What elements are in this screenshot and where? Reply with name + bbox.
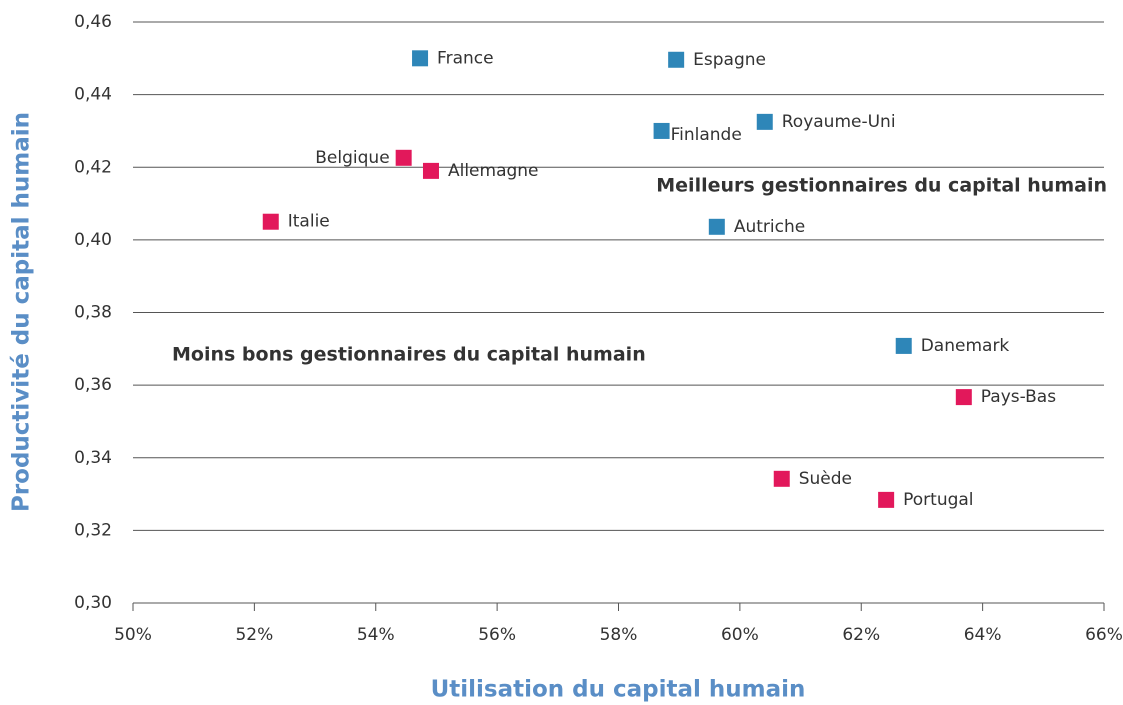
point — [756, 113, 773, 130]
y-tick-label: 0,44 — [74, 85, 112, 105]
x-axis-title: Utilisation du capital humain — [431, 677, 806, 703]
x-tick-label: 62% — [842, 625, 880, 645]
point — [653, 122, 670, 139]
point — [262, 213, 279, 230]
point-label: Portugal — [903, 490, 973, 510]
point-label: Danemark — [921, 336, 1010, 356]
point — [395, 149, 412, 166]
y-tick-label: 0,40 — [74, 230, 112, 250]
point — [878, 491, 895, 508]
x-tick-label: 58% — [600, 625, 638, 645]
point-label: Allemagne — [448, 161, 539, 181]
y-tick-label: 0,46 — [74, 12, 112, 32]
x-tick-label: 60% — [721, 625, 759, 645]
x-tick-label: 56% — [478, 625, 516, 645]
point-label: Espagne — [693, 50, 766, 70]
point — [895, 337, 912, 354]
point-label: Royaume-Uni — [782, 112, 896, 132]
x-tick-label: 50% — [114, 625, 152, 645]
y-axis-title: Productivité du capital humain — [9, 112, 35, 512]
y-tick-label: 0,38 — [74, 303, 112, 323]
annotation: Meilleurs gestionnaires du capital humai… — [656, 175, 1107, 197]
point-label: France — [437, 48, 494, 68]
y-tick-label: 0,34 — [74, 448, 112, 468]
x-tick-label: 66% — [1085, 625, 1123, 645]
point — [668, 51, 685, 68]
point — [955, 389, 972, 406]
point — [708, 218, 725, 235]
point-label: Belgique — [315, 148, 389, 168]
point-label: Autriche — [734, 217, 805, 237]
point-label: Finlande — [671, 125, 742, 145]
point-label: Suède — [799, 469, 852, 489]
annotation: Moins bons gestionnaires du capital huma… — [172, 344, 646, 366]
y-tick-label: 0,30 — [74, 593, 112, 613]
point — [773, 470, 790, 487]
point-label: Italie — [288, 212, 330, 232]
x-tick-label: 64% — [964, 625, 1002, 645]
x-tick-label: 54% — [357, 625, 395, 645]
y-tick-label: 0,42 — [74, 157, 112, 177]
y-tick-label: 0,36 — [74, 375, 112, 395]
y-tick-label: 0,32 — [74, 520, 112, 540]
point-label: Pays-Bas — [981, 387, 1056, 407]
point — [412, 50, 429, 67]
x-tick-label: 52% — [235, 625, 273, 645]
point — [422, 162, 439, 179]
